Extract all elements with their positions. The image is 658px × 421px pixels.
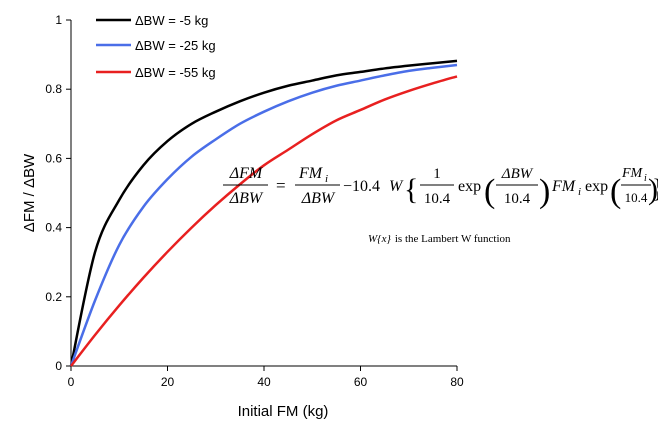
legend-label-1: ΔBW = -5 kg bbox=[135, 13, 208, 28]
legend: ΔBW = -5 kg ΔBW = -25 kg ΔBW = -55 kg bbox=[96, 13, 216, 80]
legend-label-3: ΔBW = -55 kg bbox=[135, 65, 216, 80]
eq-fm: FM bbox=[551, 178, 577, 195]
series-group bbox=[69, 59, 458, 367]
eq-lhs-den: ΔBW bbox=[229, 190, 264, 207]
eq-frac3-num-sub: i bbox=[644, 173, 647, 184]
eq-frac1-den: 10.4 bbox=[424, 191, 451, 207]
x-tick-label: 20 bbox=[161, 375, 175, 389]
eq-frac2-den: 10.4 bbox=[504, 191, 531, 207]
legend-label-2: ΔBW = -25 kg bbox=[135, 38, 216, 53]
eq-paren2-open: ( bbox=[610, 173, 621, 210]
x-tick-label: 40 bbox=[257, 375, 271, 389]
eq-t1-num: FM bbox=[298, 165, 324, 182]
x-tick-label: 0 bbox=[68, 375, 75, 389]
eq-frac3-den: 10.4 bbox=[625, 190, 648, 205]
eq-brace-close: } bbox=[652, 174, 658, 203]
series-line-3 bbox=[70, 75, 458, 367]
eq-paren1-close: ) bbox=[539, 173, 550, 210]
eq-lambert-w: W bbox=[389, 178, 404, 195]
y-tick-label: 0.6 bbox=[45, 151, 62, 165]
x-tick-label: 80 bbox=[450, 375, 464, 389]
eq-exp-1: exp bbox=[458, 178, 481, 195]
eq-t1-num-sub: i bbox=[325, 173, 328, 185]
y-tick-label: 0 bbox=[55, 359, 62, 373]
eq-fm-sub: i bbox=[578, 186, 581, 198]
eq-paren2-close: ) bbox=[648, 173, 658, 206]
eq-frac3-num: FM bbox=[621, 166, 644, 181]
x-axis-title: Initial FM (kg) bbox=[238, 403, 329, 420]
y-tick-label: 0.2 bbox=[45, 290, 62, 304]
eq-note-x: {x} bbox=[377, 233, 391, 245]
y-tick-label: 0.4 bbox=[45, 221, 62, 235]
eq-brace-open: { bbox=[404, 173, 418, 206]
eq-minus-coef: −10.4 bbox=[343, 178, 380, 195]
y-tick-label: 0.8 bbox=[45, 82, 62, 96]
eq-frac2-num: ΔBW bbox=[501, 166, 534, 182]
eq-note: W{x} is the Lambert W function bbox=[368, 233, 511, 245]
eq-t1-den: ΔBW bbox=[301, 190, 336, 207]
eq-paren1-open: ( bbox=[484, 173, 495, 210]
eq-lhs-num: ΔFM bbox=[229, 165, 264, 182]
eq-note-rest: is the Lambert W function bbox=[395, 233, 511, 245]
eq-frac1-num: 1 bbox=[433, 166, 441, 182]
ticks: 0 20 40 60 80 0 0.2 0.4 0.6 0.8 1 bbox=[45, 13, 464, 389]
equation-annotation: ΔFM ΔBW = FM i ΔBW −10.4 W { 1 10.4 exp … bbox=[223, 165, 658, 245]
y-axis-title: ΔFM / ΔBW bbox=[21, 153, 38, 232]
y-tick-label: 1 bbox=[55, 13, 62, 27]
eq-note-w: W bbox=[368, 233, 378, 245]
eq-exp-2: exp bbox=[585, 178, 608, 195]
series-line-1 bbox=[69, 59, 458, 367]
series-line-2 bbox=[69, 63, 458, 367]
eq-equals: = bbox=[276, 176, 286, 195]
x-tick-label: 60 bbox=[354, 375, 368, 389]
